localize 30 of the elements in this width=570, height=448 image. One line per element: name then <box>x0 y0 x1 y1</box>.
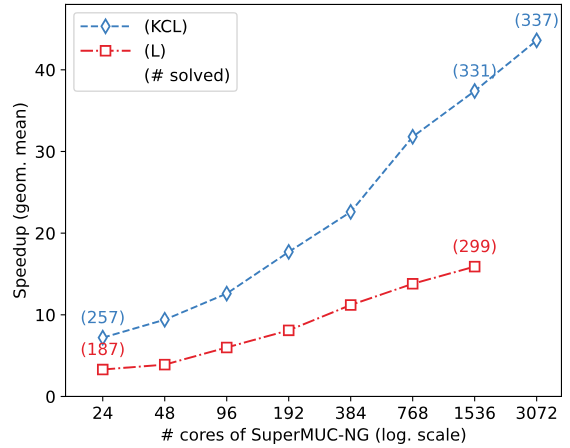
annotation: (187) <box>82 342 124 358</box>
point <box>96 364 109 376</box>
point <box>158 358 170 370</box>
point <box>282 324 294 336</box>
y-tick-label: 30 <box>36 145 55 158</box>
legend-title: (# solved) <box>145 68 229 84</box>
annotation: (299) <box>454 239 496 254</box>
x-tick-label: 24 <box>93 406 112 419</box>
x-tick-label: 3072 <box>516 406 556 420</box>
point <box>344 299 356 311</box>
annotation: (337) <box>516 13 558 28</box>
point <box>468 260 480 272</box>
point <box>406 278 418 290</box>
point <box>220 342 232 354</box>
x-axis-title: # cores of SuperMUC-NG (log. scale) <box>162 428 466 444</box>
annotation: (257) <box>82 310 124 326</box>
x-tick-label: 384 <box>336 406 366 420</box>
annotation: (331) <box>454 64 496 79</box>
y-tick-label: 10 <box>36 308 55 322</box>
x-tick-label: 768 <box>398 406 428 420</box>
x-tick-label: 192 <box>274 406 303 420</box>
x-tick-label: 1536 <box>455 406 495 420</box>
x-tick-label: 48 <box>154 406 174 420</box>
legend-label: (KCL) <box>145 20 186 34</box>
y-tick-label: 0 <box>46 390 55 404</box>
legend-label: (L) <box>145 44 165 59</box>
y-tick-label: 40 <box>35 64 55 76</box>
x-tick-label: 96 <box>217 406 236 420</box>
y-axis-title: Speedup (geom. mean) <box>12 104 30 298</box>
y-tick-label: 20 <box>36 227 55 240</box>
